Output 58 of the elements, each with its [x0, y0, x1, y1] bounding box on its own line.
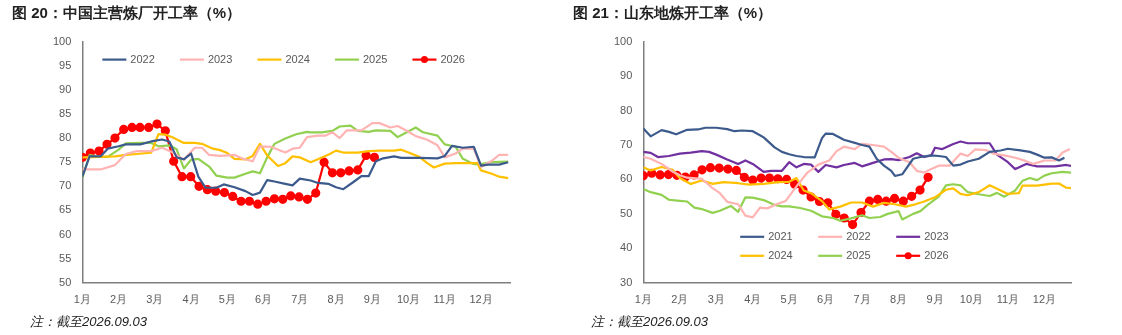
legend-label: 2022: [130, 52, 155, 65]
y-tick-label: 30: [620, 275, 633, 288]
y-tick-label: 80: [620, 103, 633, 116]
x-tick-label: 1月: [634, 293, 652, 306]
y-tick-label: 50: [59, 275, 72, 288]
chart-title: 图 21：山东地炼开工率（%）: [573, 4, 773, 23]
y-tick-label: 75: [59, 155, 72, 168]
x-tick-label: 1月: [73, 293, 91, 306]
legend-label: 2024: [768, 248, 793, 261]
y-tick-label: 50: [620, 206, 633, 219]
x-tick-label: 12月: [469, 293, 493, 306]
y-tick-label: 65: [59, 203, 72, 216]
x-tick-label: 2月: [110, 293, 128, 306]
x-tick-label: 9月: [926, 293, 944, 306]
y-tick-label: 60: [620, 172, 633, 185]
legend-label: 2023: [207, 52, 233, 65]
x-tick-label: 2月: [671, 293, 689, 306]
x-tick-label: 3月: [146, 293, 164, 306]
legend-label: 2023: [924, 229, 949, 242]
y-tick-label: 100: [613, 34, 633, 47]
legend-label: 2025: [846, 248, 871, 261]
y-tick-label: 70: [59, 179, 72, 192]
y-tick-label: 55: [59, 251, 72, 264]
legend-label: 2026: [924, 248, 949, 261]
x-tick-label: 7月: [291, 293, 309, 306]
y-tick-label: 95: [59, 58, 72, 71]
legend-label: 2026: [440, 52, 465, 65]
y-tick-label: 80: [59, 131, 72, 144]
legend-label: 2021: [768, 229, 793, 242]
chart-title: 图 20：中国主营炼厂开工率（%）: [12, 4, 242, 23]
y-tick-label: 60: [59, 227, 72, 240]
text: 注：截至2026.09.03: [591, 313, 709, 331]
x-tick-label: 4月: [182, 293, 200, 306]
x-tick-label: 7月: [853, 293, 871, 306]
y-tick-label: 90: [620, 69, 633, 82]
x-tick-label: 5月: [218, 293, 236, 306]
x-tick-label: 6月: [255, 293, 273, 306]
y-tick-label: 40: [620, 241, 633, 254]
x-tick-label: 11月: [996, 293, 1020, 306]
y-tick-label: 100: [52, 34, 72, 47]
y-tick-label: 70: [620, 138, 633, 150]
x-tick-label: 8月: [327, 293, 345, 306]
x-tick-label: 8月: [889, 293, 908, 306]
x-tick-label: 12月: [1032, 293, 1057, 306]
y-tick-label: 85: [59, 106, 72, 119]
x-tick-label: 6月: [817, 293, 835, 306]
x-tick-label: 3月: [707, 293, 725, 306]
legend-label: 2025: [362, 52, 388, 65]
x-tick-label: 4月: [744, 293, 762, 306]
x-tick-label: 9月: [363, 293, 381, 306]
x-tick-label: 10月: [959, 293, 984, 306]
x-tick-label: 5月: [780, 293, 798, 306]
x-tick-label: 11月: [433, 293, 456, 306]
x-tick-label: 10月: [396, 293, 421, 306]
legend-label: 2024: [285, 52, 310, 65]
y-tick-label: 90: [59, 82, 72, 95]
legend-label: 2022: [846, 229, 871, 242]
text: 注：截至2026.09.03: [30, 313, 148, 331]
